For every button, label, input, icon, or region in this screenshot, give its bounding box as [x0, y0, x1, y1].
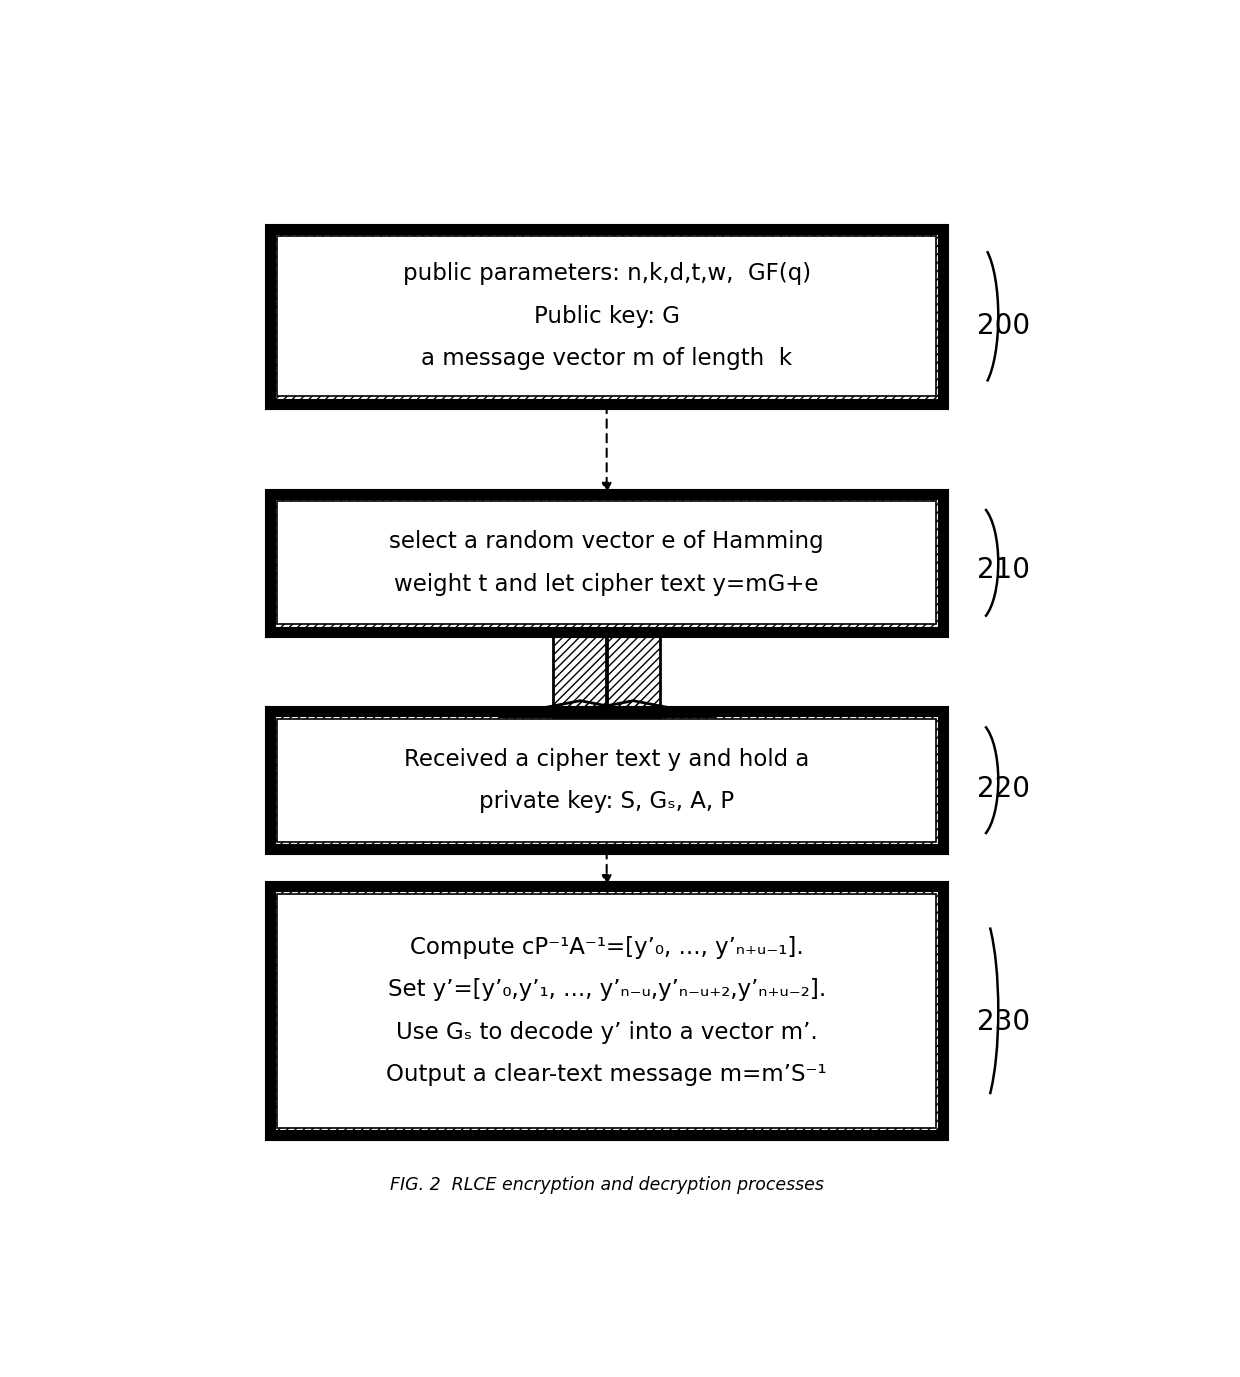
Text: 210: 210	[977, 556, 1029, 584]
Bar	[277, 237, 936, 397]
Bar	[270, 887, 942, 1136]
Bar	[270, 887, 942, 1136]
Text: a message vector m of length  k: a message vector m of length k	[422, 347, 792, 370]
Text: Output a clear-text message m=m’S⁻¹: Output a clear-text message m=m’S⁻¹	[387, 1063, 827, 1086]
Bar	[277, 719, 936, 841]
Bar	[270, 229, 942, 403]
Text: 230: 230	[977, 1008, 1029, 1036]
Text: public parameters: n,k,d,t,w,  GF(q): public parameters: n,k,d,t,w, GF(q)	[403, 263, 811, 285]
Text: 200: 200	[977, 313, 1029, 340]
Bar	[277, 501, 936, 624]
Bar	[270, 494, 942, 632]
Text: Set y’=[y’₀,y’₁, ..., y’ₙ₋ᵤ,y’ₙ₋ᵤ₊₂,y’ₙ₊ᵤ₋₂].: Set y’=[y’₀,y’₁, ..., y’ₙ₋ᵤ,y’ₙ₋ᵤ₊₂,y’ₙ₊…	[388, 978, 826, 1001]
Text: private key: S, Gₛ, A, P: private key: S, Gₛ, A, P	[479, 790, 734, 812]
Bar	[277, 719, 936, 841]
Text: Compute cP⁻¹A⁻¹=[y’₀, ..., y’ₙ₊ᵤ₋₁].: Compute cP⁻¹A⁻¹=[y’₀, ..., y’ₙ₊ᵤ₋₁].	[409, 936, 804, 958]
Bar	[270, 229, 942, 403]
Bar	[277, 237, 936, 397]
Bar	[277, 719, 936, 841]
Bar	[277, 501, 936, 624]
Bar	[270, 494, 942, 632]
Bar	[277, 894, 936, 1128]
Bar	[277, 501, 936, 624]
Bar	[277, 894, 936, 1128]
Text: Public key: G: Public key: G	[533, 304, 680, 328]
Text: weight t and let cipher text y=mG+e: weight t and let cipher text y=mG+e	[394, 573, 818, 596]
Text: FIG. 2  RLCE encryption and decryption processes: FIG. 2 RLCE encryption and decryption pr…	[389, 1176, 823, 1194]
Bar	[277, 894, 936, 1128]
Bar	[270, 712, 942, 850]
Bar	[270, 712, 942, 850]
Bar	[270, 887, 942, 1136]
Text: Received a cipher text y and hold a: Received a cipher text y and hold a	[404, 748, 810, 771]
Text: 220: 220	[977, 775, 1029, 803]
Bar	[270, 712, 942, 850]
Bar	[277, 237, 936, 397]
Text: Use Gₛ to decode y’ into a vector m’.: Use Gₛ to decode y’ into a vector m’.	[396, 1020, 817, 1044]
Text: select a random vector e of Hamming: select a random vector e of Hamming	[389, 530, 825, 554]
Bar	[270, 494, 942, 632]
Bar	[270, 229, 942, 403]
